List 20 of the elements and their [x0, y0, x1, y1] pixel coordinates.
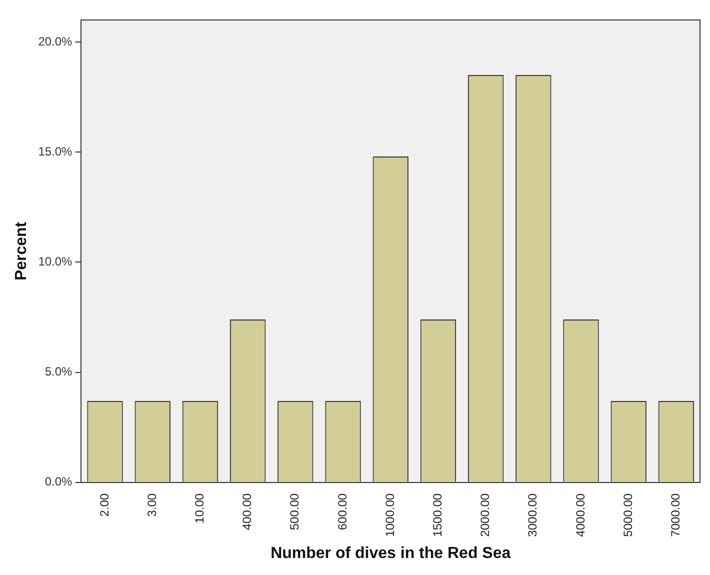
x-tick-label: 500.00 [288, 493, 302, 530]
x-tick-label: 1000.00 [382, 493, 397, 537]
x-tick-label: 10.00 [192, 493, 207, 524]
x-tick-label: 3000.00 [526, 493, 540, 537]
y-axis-title: Percent [13, 221, 30, 281]
x-tick-label: 2000.00 [478, 493, 492, 537]
y-tick-label: 15.0% [38, 144, 73, 158]
y-tick-label: 5.0% [44, 364, 73, 379]
x-tick-label: 7000.00 [668, 493, 683, 537]
x-tick-label: 400.00 [240, 493, 254, 530]
y-tick-label: 0.0% [44, 474, 73, 489]
x-tick-label: 600.00 [335, 493, 350, 530]
x-axis-title: Number of dives in the Red Sea [270, 544, 511, 562]
x-tick-label: 5000.00 [620, 493, 635, 537]
x-tick-label: 1500.00 [430, 493, 445, 537]
y-tick-label: 20.0% [38, 34, 73, 48]
x-tick-label: 3.00 [144, 493, 159, 517]
x-tick-label: 4000.00 [573, 493, 588, 537]
x-tick-label: 2.00 [97, 493, 112, 517]
y-tick-label: 10.0% [38, 254, 73, 269]
